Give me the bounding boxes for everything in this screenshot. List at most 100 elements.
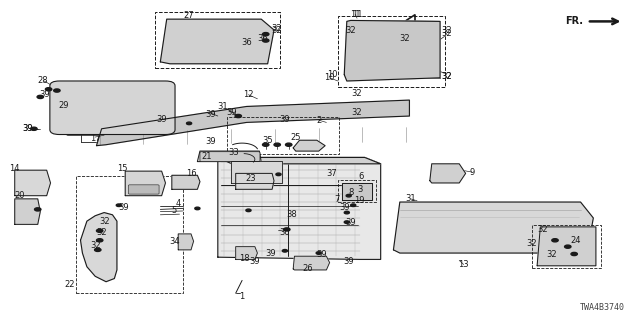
Circle shape — [564, 245, 571, 248]
Text: 39: 39 — [339, 203, 349, 212]
Text: 39: 39 — [316, 251, 326, 260]
Circle shape — [346, 195, 351, 197]
Text: 39: 39 — [156, 115, 167, 124]
Text: 11: 11 — [350, 10, 360, 19]
Circle shape — [186, 122, 191, 124]
Polygon shape — [236, 173, 274, 189]
Circle shape — [54, 89, 60, 92]
Text: 39: 39 — [118, 203, 129, 212]
Circle shape — [97, 239, 103, 242]
Circle shape — [344, 211, 349, 214]
Text: 32: 32 — [271, 24, 282, 33]
Circle shape — [274, 143, 280, 146]
Text: 39: 39 — [22, 124, 33, 133]
Text: 31: 31 — [218, 102, 228, 111]
Circle shape — [282, 250, 287, 252]
Text: 32: 32 — [441, 29, 452, 38]
Text: 32: 32 — [346, 26, 356, 35]
Text: 32: 32 — [546, 251, 557, 260]
Text: 39: 39 — [280, 115, 290, 124]
Polygon shape — [197, 151, 261, 162]
Text: 32: 32 — [441, 26, 452, 35]
Polygon shape — [97, 100, 410, 146]
Text: 39: 39 — [346, 218, 356, 227]
Circle shape — [351, 204, 356, 206]
Text: 27: 27 — [184, 12, 195, 20]
Text: 32: 32 — [90, 241, 100, 250]
Circle shape — [262, 143, 269, 146]
Text: 39: 39 — [205, 137, 216, 146]
Polygon shape — [161, 19, 274, 64]
Text: 31: 31 — [405, 194, 416, 204]
Polygon shape — [81, 212, 117, 282]
Text: 28: 28 — [37, 76, 47, 85]
Polygon shape — [293, 256, 330, 270]
Text: 26: 26 — [302, 264, 312, 274]
Polygon shape — [15, 199, 40, 224]
Text: 29: 29 — [58, 101, 68, 110]
Text: 30: 30 — [280, 228, 290, 237]
Text: 35: 35 — [262, 136, 273, 145]
Text: 16: 16 — [186, 169, 196, 178]
Text: 14: 14 — [10, 164, 20, 173]
Text: TWA4B3740: TWA4B3740 — [580, 303, 625, 312]
Text: 34: 34 — [169, 237, 180, 246]
Polygon shape — [236, 247, 257, 260]
FancyBboxPatch shape — [50, 81, 175, 134]
Circle shape — [276, 173, 281, 176]
Polygon shape — [178, 234, 193, 250]
Polygon shape — [394, 202, 593, 253]
Text: 10: 10 — [328, 70, 338, 79]
Text: 32: 32 — [352, 108, 362, 117]
Text: 24: 24 — [570, 236, 580, 245]
Circle shape — [97, 229, 103, 232]
Circle shape — [571, 252, 577, 256]
Text: 4: 4 — [175, 199, 181, 208]
Polygon shape — [430, 164, 466, 183]
Circle shape — [37, 95, 44, 99]
Text: 2: 2 — [316, 116, 321, 125]
Circle shape — [31, 127, 37, 130]
Text: 32: 32 — [271, 26, 282, 35]
Circle shape — [344, 221, 349, 223]
Text: 33: 33 — [228, 148, 239, 157]
Text: 32: 32 — [527, 239, 538, 248]
Text: 32: 32 — [537, 225, 548, 234]
Text: 9: 9 — [469, 168, 475, 177]
Circle shape — [235, 115, 241, 118]
Text: 39: 39 — [265, 249, 275, 258]
Text: 36: 36 — [257, 34, 268, 43]
Text: 1: 1 — [239, 292, 244, 301]
Polygon shape — [230, 161, 282, 183]
Text: 18: 18 — [239, 254, 250, 263]
Circle shape — [35, 208, 41, 211]
Text: 10: 10 — [324, 73, 335, 82]
Polygon shape — [172, 175, 200, 189]
Text: 37: 37 — [326, 169, 337, 178]
Circle shape — [95, 248, 101, 252]
Text: 39: 39 — [344, 257, 354, 266]
Text: 11: 11 — [352, 10, 362, 19]
Text: 7: 7 — [335, 195, 340, 204]
FancyBboxPatch shape — [200, 152, 260, 162]
Text: 3: 3 — [358, 185, 363, 194]
Text: 39: 39 — [227, 108, 237, 117]
Circle shape — [316, 252, 321, 254]
Text: 32: 32 — [441, 72, 452, 81]
Text: 8: 8 — [348, 188, 353, 197]
Circle shape — [116, 204, 122, 206]
Circle shape — [246, 209, 251, 212]
Text: 38: 38 — [286, 210, 296, 219]
Text: 6: 6 — [359, 172, 364, 181]
Text: 20: 20 — [15, 190, 25, 200]
Polygon shape — [218, 157, 381, 260]
Polygon shape — [342, 183, 372, 200]
Polygon shape — [125, 171, 166, 196]
Circle shape — [45, 88, 52, 91]
Text: 19: 19 — [355, 196, 365, 205]
Polygon shape — [218, 157, 381, 164]
Text: 39: 39 — [22, 124, 33, 133]
Text: 32: 32 — [441, 72, 452, 81]
Text: 21: 21 — [201, 152, 212, 161]
Text: 39: 39 — [250, 257, 260, 266]
